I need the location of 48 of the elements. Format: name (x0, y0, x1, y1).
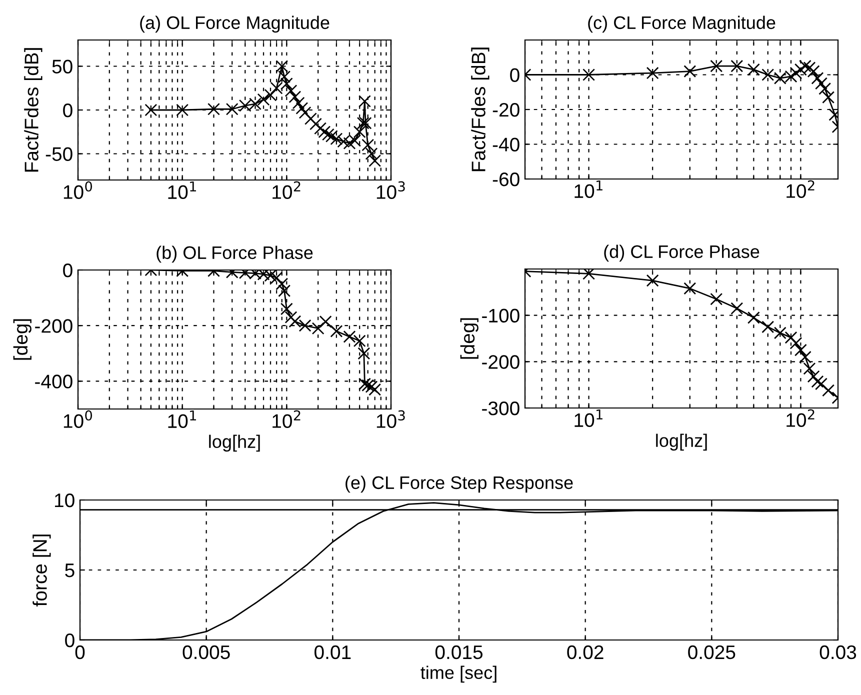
chart-title: (e) CL Force Step Response (346, 476, 573, 493)
y-tick-label: -40 (492, 138, 520, 152)
y-tick-label: -20 (492, 102, 520, 117)
x-tick-label: 0.03 (820, 645, 856, 660)
y-axis-title: [deg] (13, 319, 32, 360)
y-tick-label: 50 (52, 60, 72, 74)
x-tick-label: 10$^{2}$ (272, 410, 300, 428)
chart-title: (a) OL Force Magnitude (140, 16, 330, 33)
x-tick-label: 10$^{2}$ (786, 409, 814, 427)
x-tick-label: 0.025 (688, 645, 736, 660)
x-tick-label: 10$^{3}$ (376, 181, 405, 199)
y-tick-label: -300 (482, 401, 520, 416)
y-axis-title: Fact/Fdes [dB] (24, 48, 42, 172)
x-axis-title: log[hz] (209, 434, 260, 452)
x-tick-label: 0.02 (567, 645, 604, 660)
x-tick-label: 10$^{2}$ (786, 180, 814, 198)
y-axis-title: force [N] (32, 534, 51, 606)
y-tick-label: 0 (65, 633, 74, 648)
x-tick-label: 10$^{1}$ (168, 181, 196, 200)
x-tick-label: 10$^{2}$ (272, 181, 300, 199)
y-tick-label: 0 (63, 103, 72, 118)
chart-title: (b) OL Force Phase (156, 246, 313, 263)
x-tick-label: 0 (75, 645, 85, 660)
y-tick-label: 0 (63, 263, 72, 278)
chart-title: (c) CL Force Magnitude (588, 16, 776, 33)
chart-title: (d) CL Force Phase (604, 244, 760, 262)
x-tick-label: 10$^{1}$ (574, 409, 602, 428)
x-tick-label: 10$^{3}$ (376, 410, 405, 428)
y-tick-label: -50 (46, 147, 72, 161)
x-tick-label: 10$^{0}$ (64, 410, 92, 428)
y-tick-label: 5 (65, 564, 74, 578)
y-axis-title: Fact/Fdes [dB] (471, 48, 490, 172)
y-tick-label: 10 (54, 493, 74, 508)
y-tick-label: 0 (510, 68, 520, 82)
x-axis-title: log[hz] (656, 434, 707, 451)
y-tick-label: -60 (492, 172, 520, 186)
x-tick-label: 10$^{1}$ (574, 180, 602, 198)
y-tick-label: -200 (35, 319, 72, 333)
y-tick-label: -400 (35, 374, 72, 388)
x-tick-label: 10$^{1}$ (168, 410, 196, 428)
y-tick-label: -200 (482, 355, 520, 369)
x-tick-label: 10$^{0}$ (64, 181, 92, 199)
x-tick-label: 0.01 (314, 645, 351, 660)
x-tick-label: 0.015 (435, 645, 483, 660)
y-axis-title: [deg] (460, 318, 478, 359)
y-tick-label: -100 (482, 308, 520, 323)
x-axis-title: time [sec] (420, 666, 496, 683)
x-tick-label: 0.005 (182, 645, 230, 660)
